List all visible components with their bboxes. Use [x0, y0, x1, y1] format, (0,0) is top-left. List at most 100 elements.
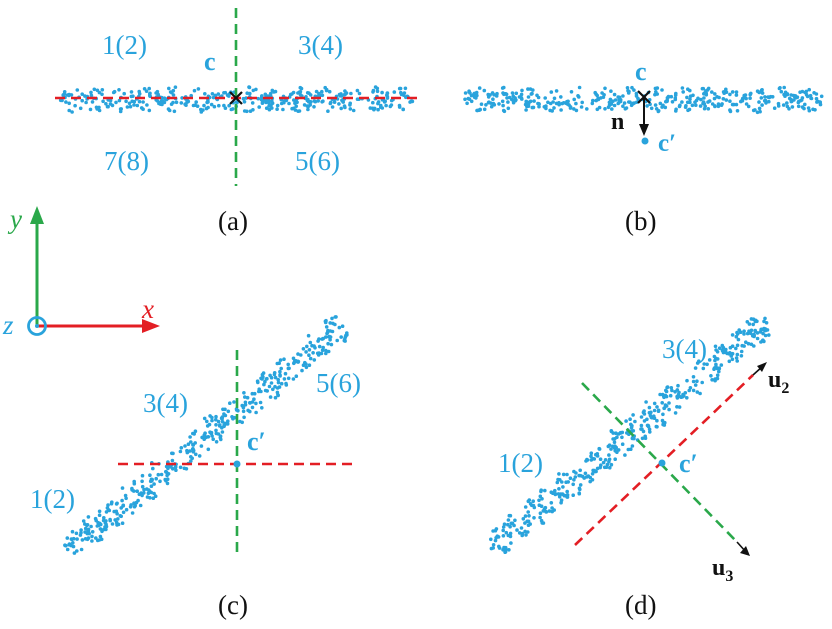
cloud-point	[779, 89, 784, 94]
cloud-point	[728, 108, 732, 112]
cloud-point	[129, 503, 133, 507]
cloud-point	[139, 491, 143, 495]
cloud-point	[268, 91, 273, 96]
cloud-point	[608, 97, 613, 102]
cloud-point	[523, 505, 528, 509]
cloud-point	[729, 354, 733, 358]
cloud-point	[761, 331, 765, 336]
cloud-point	[530, 91, 534, 96]
cloud-point	[503, 550, 508, 554]
cloud-point	[248, 91, 252, 96]
cloud-point	[286, 376, 291, 381]
cloud-point	[658, 392, 662, 397]
cloud-point	[677, 405, 682, 409]
cloud-point	[734, 93, 739, 97]
cloud-point	[251, 108, 255, 112]
cloud-point	[639, 423, 644, 428]
cloud-point	[159, 472, 164, 477]
cloud-point	[698, 104, 703, 108]
cloud-point	[501, 525, 506, 529]
cloud-point	[713, 104, 717, 109]
cloud-point	[706, 86, 711, 91]
cloud-point	[263, 379, 267, 384]
cloud-point	[676, 383, 680, 388]
cloud-point	[89, 93, 94, 98]
cloud-point	[276, 377, 281, 382]
cloud-point	[506, 106, 511, 111]
cloud-point	[357, 91, 362, 96]
cloud-point	[640, 436, 645, 441]
cloud-point	[744, 340, 748, 345]
cloud-point	[524, 533, 528, 537]
cloud-point	[122, 91, 126, 96]
cloud-point	[730, 90, 735, 94]
cloud-point	[803, 102, 807, 107]
cloud-point	[712, 366, 717, 370]
cloud-point	[186, 442, 191, 447]
cloud-point	[698, 391, 702, 396]
cloud-point	[199, 444, 204, 448]
cloud-point	[819, 94, 824, 99]
cloud-point	[223, 413, 228, 418]
cloud-point	[144, 89, 149, 93]
cloud-point	[713, 358, 717, 363]
u2-label: u2	[768, 367, 789, 397]
cloud-point	[690, 103, 695, 108]
cloud-point	[787, 96, 792, 101]
cloud-point	[543, 96, 547, 100]
cloud-point	[736, 337, 741, 342]
cloud-point	[132, 489, 136, 493]
cloud-point	[278, 374, 282, 378]
cloud-point	[818, 100, 822, 104]
cloud-point	[660, 88, 664, 92]
cloud-point	[209, 102, 214, 107]
cloud-point	[559, 108, 563, 112]
cloud-point	[399, 92, 404, 97]
cloud-point	[214, 431, 219, 436]
cloud-point	[124, 99, 128, 104]
cloud-point	[695, 390, 700, 394]
cloud-point	[554, 89, 559, 93]
cloud-point	[194, 100, 198, 104]
cloud-point	[155, 99, 160, 103]
cloud-point	[622, 101, 627, 105]
cloud-point	[523, 514, 528, 518]
cloud-point	[717, 95, 721, 100]
cloud-point	[203, 92, 207, 96]
cloud-point	[151, 466, 155, 471]
projected-label-b: c′	[658, 130, 676, 157]
cloud-point	[655, 418, 659, 423]
cloud-point	[315, 351, 320, 356]
cloud-point	[609, 89, 613, 93]
quadrant-label-34: 3(4)	[298, 30, 343, 60]
cloud-point	[64, 100, 68, 104]
cloud-point	[598, 457, 603, 462]
cloud-point	[685, 95, 689, 100]
cloud-point	[605, 462, 610, 467]
cloud-point	[705, 362, 709, 367]
cloud-point	[526, 510, 530, 514]
cloud-point	[717, 346, 722, 351]
cloud-point	[501, 103, 505, 108]
region-label-c-34: 3(4)	[143, 388, 188, 418]
cloud-point	[664, 404, 669, 408]
cloud-point	[691, 93, 695, 98]
cloud-point	[501, 528, 506, 533]
cloud-point	[327, 334, 332, 339]
cloud-point	[687, 388, 691, 393]
cloud-point	[337, 102, 341, 106]
cloud-point	[571, 493, 575, 498]
cloud-point	[195, 104, 200, 108]
cloud-point	[279, 101, 284, 106]
cloud-point	[725, 351, 729, 356]
cloud-point	[607, 453, 611, 457]
cloud-point	[572, 97, 576, 102]
cloud-point	[104, 102, 108, 106]
cloud-point	[762, 319, 766, 324]
cloud-point	[645, 104, 649, 108]
cloud-point	[526, 519, 531, 524]
cloud-point	[702, 96, 706, 100]
cloud-point	[337, 325, 342, 330]
cloud-point	[813, 108, 817, 112]
cloud-point	[504, 92, 509, 97]
